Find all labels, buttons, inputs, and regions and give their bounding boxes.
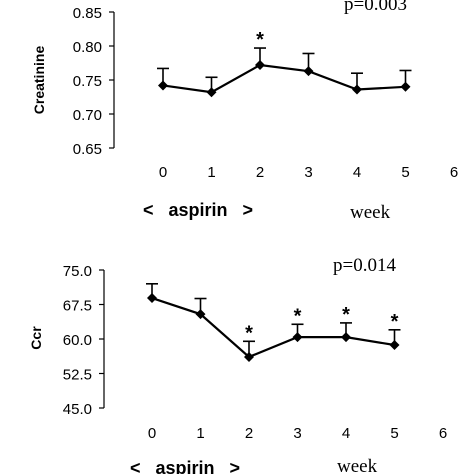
- significance-star: *: [245, 322, 253, 344]
- y-tick-label: 0.70: [73, 107, 102, 124]
- week-label: week: [350, 202, 391, 223]
- x-tick-label: 1: [207, 164, 215, 181]
- data-point: [195, 309, 206, 320]
- p-value-label: p=0.003: [344, 0, 407, 15]
- series: [147, 293, 400, 362]
- y-tick-label: 52.5: [63, 367, 92, 384]
- y-tick-label: 60.0: [63, 332, 92, 349]
- error-bars: [157, 47, 412, 93]
- data-point: [255, 60, 265, 71]
- data-point: [389, 339, 400, 350]
- series-line: [151, 297, 395, 359]
- p-value-label: p=0.014: [333, 255, 396, 276]
- x-tick-label: 3: [304, 164, 312, 181]
- creatinine-chart: Creatinine p=0.003 < aspirin > week 0.65…: [31, 0, 458, 223]
- x-tick-label: 2: [245, 425, 253, 442]
- x-ticks: 0 1 2 3 4 5 6: [159, 164, 458, 181]
- y-tick-label: 67.5: [63, 298, 92, 315]
- x-tick-label: 5: [401, 164, 409, 181]
- data-point: [244, 351, 254, 362]
- data-point: [341, 332, 351, 343]
- ccr-chart: Ccr p=0.014 < aspirin > week 45.0 52.5 60.…: [28, 255, 447, 474]
- y-tick-label: 75.0: [63, 263, 92, 280]
- significance-marks: *: [256, 29, 264, 51]
- x-tick-label: 6: [439, 425, 447, 442]
- y-axis-label: Creatinine: [31, 46, 47, 115]
- data-point: [147, 293, 157, 304]
- y-axis-label: Ccr: [28, 326, 44, 350]
- aspirin-period-label: < aspirin >: [130, 458, 240, 474]
- data-point: [303, 66, 314, 77]
- significance-star: *: [294, 305, 302, 327]
- series: [158, 60, 411, 98]
- x-tick-label: 0: [159, 164, 167, 181]
- series-line: [162, 63, 406, 94]
- y-ticks: 45.0 52.5 60.0 67.5 75.0: [63, 263, 104, 418]
- significance-star: *: [391, 311, 399, 333]
- data-point: [352, 84, 362, 95]
- y-tick-label: 45.0: [63, 401, 92, 418]
- x-tick-label: 0: [148, 425, 156, 442]
- x-tick-label: 5: [390, 425, 398, 442]
- x-tick-label: 4: [353, 164, 361, 181]
- significance-star: *: [256, 29, 264, 51]
- significance-star: *: [342, 304, 350, 326]
- x-tick-label: 4: [342, 425, 350, 442]
- data-point: [400, 81, 411, 92]
- significance-marks: * * * *: [245, 304, 399, 344]
- week-label: week: [337, 456, 378, 474]
- aspirin-period-label: < aspirin >: [143, 200, 253, 220]
- x-tick-label: 3: [293, 425, 301, 442]
- data-point: [206, 87, 217, 98]
- data-point: [158, 80, 168, 91]
- y-tick-label: 0.85: [73, 5, 102, 22]
- x-tick-label: 1: [196, 425, 204, 442]
- x-ticks: 0 1 2 3 4 5 6: [148, 425, 447, 442]
- data-point: [292, 332, 303, 343]
- x-tick-label: 6: [450, 164, 458, 181]
- y-tick-label: 0.65: [73, 141, 102, 158]
- x-tick-label: 2: [256, 164, 264, 181]
- y-tick-label: 0.80: [73, 39, 102, 56]
- y-tick-label: 0.75: [73, 73, 102, 90]
- y-ticks: 0.65 0.70 0.75 0.80 0.85: [73, 5, 114, 158]
